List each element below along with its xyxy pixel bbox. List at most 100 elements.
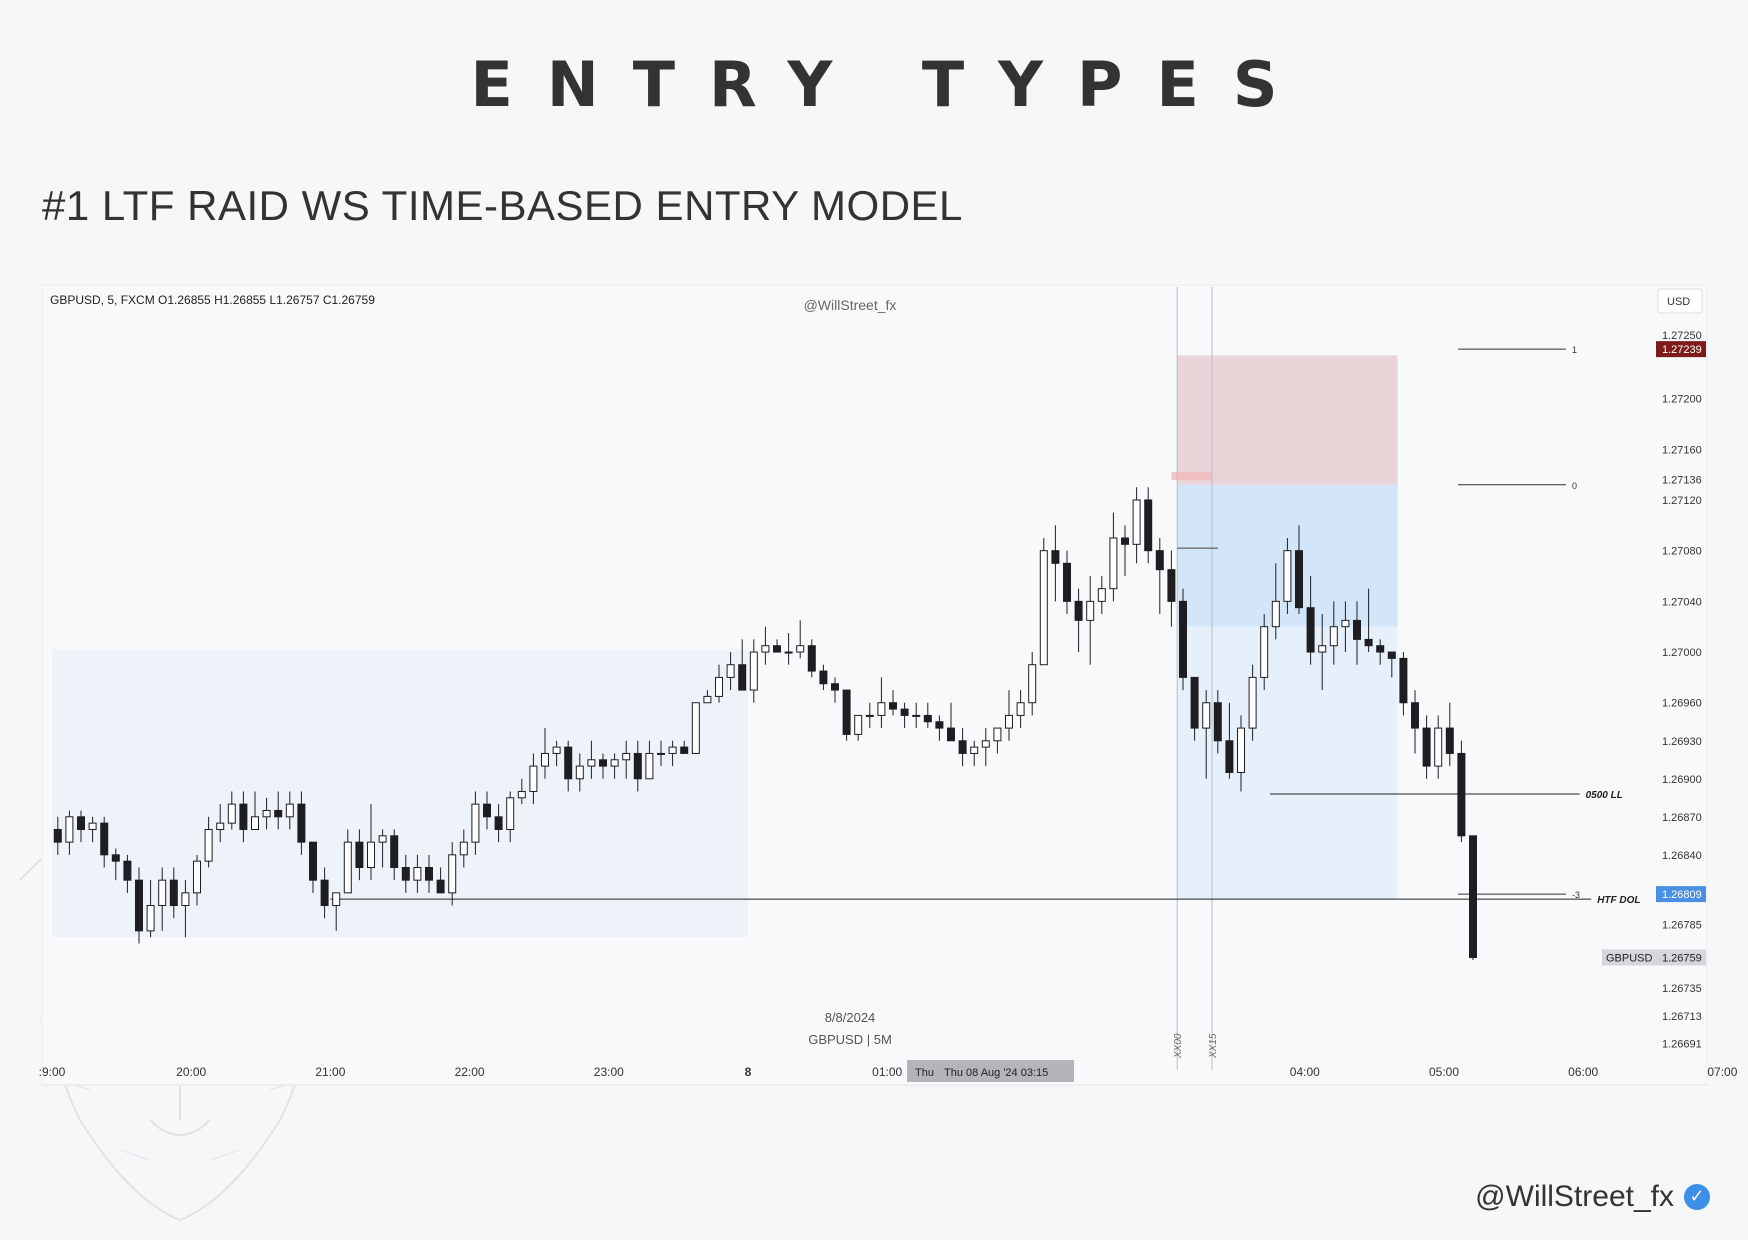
zone-stop <box>1177 355 1398 485</box>
candle-body <box>367 841 375 868</box>
candle-body <box>146 905 155 932</box>
candle-body <box>297 803 306 843</box>
crosshair-time-label: Thu <box>915 1067 934 1079</box>
x-tick-label: 22:00 <box>455 1065 485 1079</box>
candle-body <box>65 816 74 843</box>
candle-body <box>587 759 596 767</box>
candle-body <box>1237 727 1245 773</box>
candle-body <box>425 867 433 881</box>
candle-body <box>1016 702 1025 716</box>
y-tick-label: 1.26960 <box>1662 698 1702 710</box>
page-subtitle: #1 LTF RAID WS TIME-BASED ENTRY MODEL <box>42 182 963 229</box>
candle-body <box>889 702 897 710</box>
candle-body <box>1457 752 1466 837</box>
candle-body <box>320 879 329 907</box>
candle-body <box>355 841 364 868</box>
candle-body <box>807 645 816 672</box>
candle-body <box>1387 651 1396 659</box>
candle-body <box>749 651 758 691</box>
candle-body <box>401 867 410 881</box>
candle-body <box>285 803 294 818</box>
price-badge-label: 1.27239 <box>1662 344 1702 356</box>
price-badge-label: 1.26809 <box>1662 889 1702 901</box>
candle-body <box>958 740 967 754</box>
candle-body <box>970 746 979 754</box>
candle-body <box>1306 607 1315 653</box>
candle-body <box>784 651 793 654</box>
crosshair-time-badge <box>907 1060 1074 1082</box>
candle-body <box>703 695 712 704</box>
candle-body <box>343 841 352 894</box>
candle-body <box>494 816 503 830</box>
candle-body <box>610 759 619 767</box>
candle-body <box>923 714 932 723</box>
candle-body <box>262 809 271 818</box>
candle-body <box>517 790 526 799</box>
candle-body <box>1028 664 1037 704</box>
y-tick-label: 1.26785 <box>1662 920 1702 932</box>
candle-body <box>1144 499 1153 552</box>
x-tick-label: 07:00 <box>1707 1065 1737 1079</box>
chart-watermark: @WillStreet_fx <box>804 297 897 313</box>
candle-body <box>645 752 654 780</box>
candle-body <box>715 676 723 697</box>
x-tick-label: :9:00 <box>39 1065 66 1079</box>
candle-body <box>993 727 1002 742</box>
y-tick-label: 1.27040 <box>1662 596 1702 608</box>
candle-body <box>1074 600 1083 621</box>
candle-body <box>1295 550 1303 609</box>
candle-body <box>1225 740 1234 773</box>
candle-body <box>1097 588 1106 602</box>
candle-body <box>459 841 468 856</box>
currency-label: USD <box>1667 296 1690 308</box>
candle-body <box>541 752 549 767</box>
candle-body <box>796 645 805 653</box>
time-marker-label: XX15 <box>1208 1033 1219 1059</box>
candle-body <box>819 670 828 685</box>
price-badge-label: 1.26759 <box>1662 952 1702 964</box>
candle-body <box>309 841 317 881</box>
candle-body <box>239 803 248 830</box>
candle-body <box>552 746 561 754</box>
candle-body <box>1422 727 1431 767</box>
candle-body <box>657 752 665 755</box>
x-tick-label: 21:00 <box>315 1065 345 1079</box>
candle-body <box>135 879 143 932</box>
candle-body <box>900 708 909 716</box>
candle-body <box>1411 702 1419 729</box>
symbol-header: GBPUSD, 5, FXCM O1.26855 H1.26855 L1.267… <box>50 293 375 307</box>
candle-body <box>1132 499 1141 545</box>
level-label: HTF DOL <box>1597 895 1640 906</box>
y-tick-label: 1.26840 <box>1662 850 1702 862</box>
price-badge-bg <box>1656 886 1706 903</box>
price-badge-bg <box>1656 341 1706 358</box>
candle-body <box>865 714 874 717</box>
candle-body <box>378 835 387 843</box>
candle-body <box>390 835 399 869</box>
candle-body <box>529 765 538 792</box>
y-tick-label: 1.26900 <box>1662 774 1702 786</box>
y-tick-label: 1.27120 <box>1662 495 1702 507</box>
candle-body <box>1179 600 1187 678</box>
candle-body <box>158 879 167 907</box>
x-tick-label: 04:00 <box>1290 1065 1320 1079</box>
price-badge-bg <box>1602 949 1706 966</box>
candle-body <box>1376 645 1385 653</box>
candle-body <box>1248 676 1257 729</box>
candle-body <box>1005 714 1013 729</box>
candle-body <box>680 746 689 754</box>
candle-body <box>100 822 109 856</box>
candle-body <box>564 746 573 780</box>
candle-body <box>1271 600 1280 628</box>
y-tick-label: 1.27080 <box>1662 546 1702 558</box>
fib-label: 0 <box>1572 481 1577 491</box>
candle-body <box>1121 537 1129 545</box>
candle-body <box>854 714 863 735</box>
x-tick-label: 8 <box>745 1065 752 1079</box>
candle-body <box>216 822 225 830</box>
candle-body <box>506 797 515 830</box>
candle-body <box>668 746 677 754</box>
currency-box[interactable] <box>1657 288 1703 314</box>
candle-body <box>1086 600 1095 621</box>
